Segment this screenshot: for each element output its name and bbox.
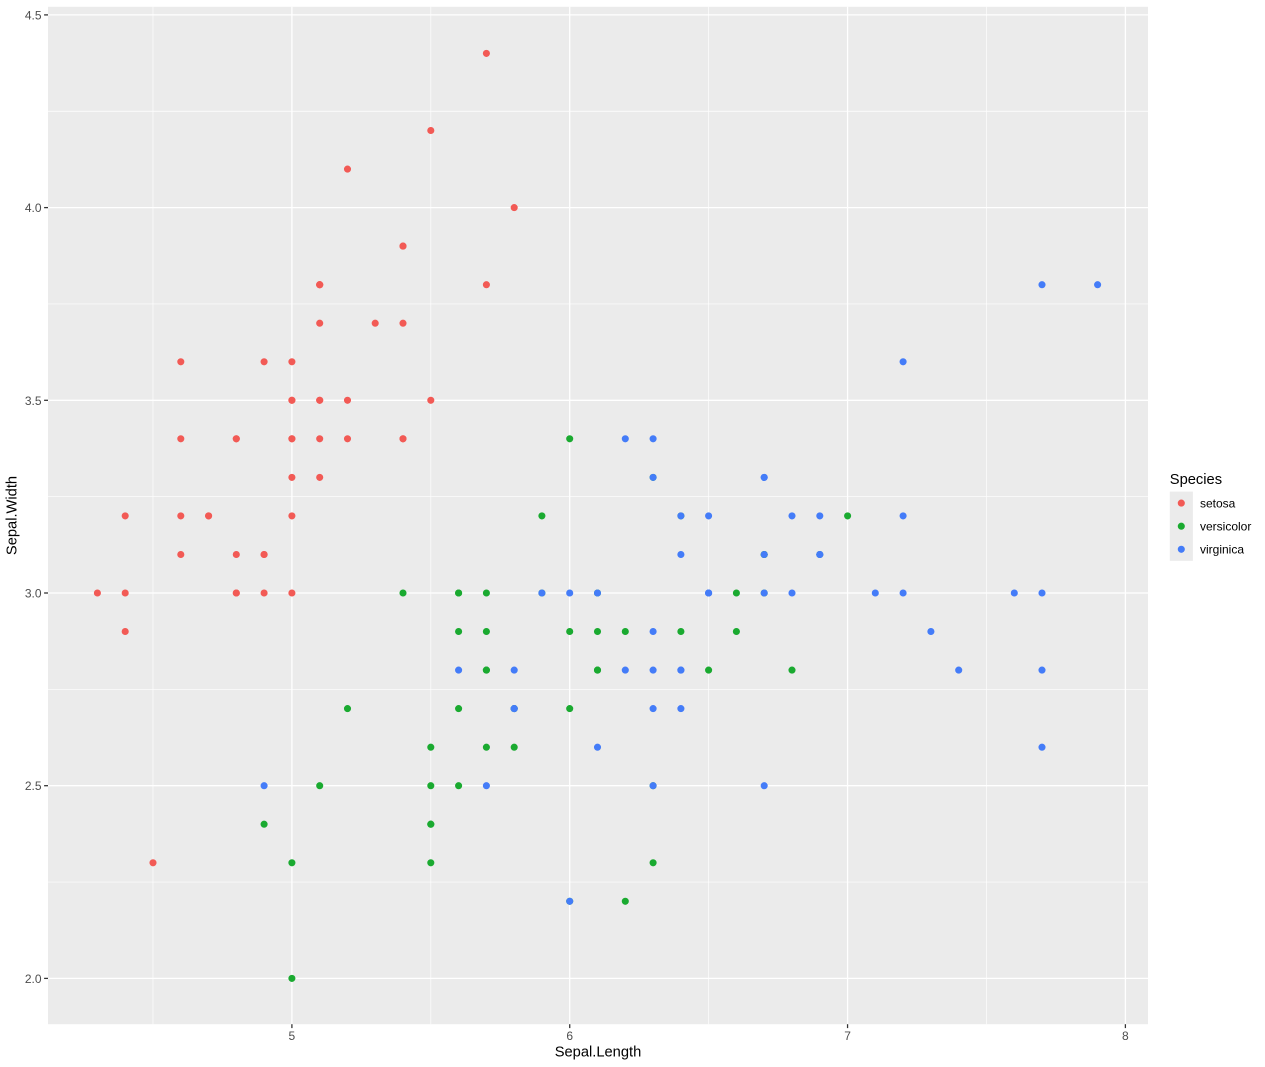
svg-text:4.5: 4.5 (25, 8, 42, 22)
svg-text:8: 8 (1122, 1029, 1129, 1043)
svg-text:setosa: setosa (1200, 496, 1236, 510)
svg-text:5: 5 (289, 1029, 296, 1043)
svg-text:2.5: 2.5 (25, 779, 42, 793)
svg-text:virginica: virginica (1200, 543, 1244, 557)
svg-text:2.0: 2.0 (25, 972, 42, 986)
svg-text:versicolor: versicolor (1200, 519, 1251, 533)
svg-text:3.5: 3.5 (25, 394, 42, 408)
svg-text:6: 6 (566, 1029, 573, 1043)
svg-text:Sepal.Width: Sepal.Width (4, 476, 20, 555)
svg-text:Sepal.Length: Sepal.Length (555, 1045, 642, 1061)
svg-text:Species: Species (1170, 472, 1222, 488)
svg-text:7: 7 (844, 1029, 851, 1043)
svg-text:4.0: 4.0 (25, 201, 42, 215)
svg-text:3.0: 3.0 (25, 587, 42, 601)
